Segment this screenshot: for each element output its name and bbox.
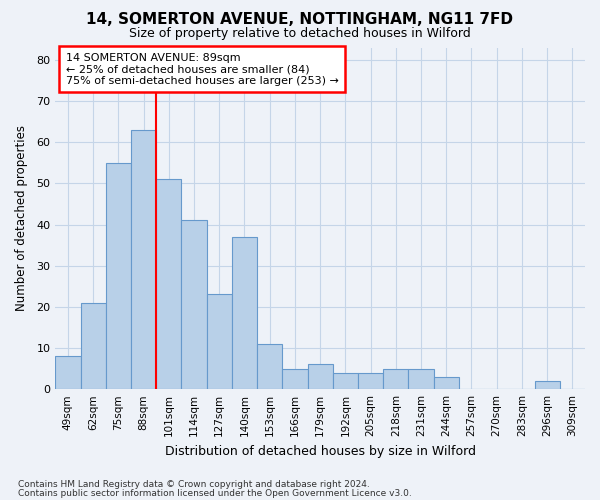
Text: Contains HM Land Registry data © Crown copyright and database right 2024.: Contains HM Land Registry data © Crown c… <box>18 480 370 489</box>
Bar <box>333 372 358 389</box>
Bar <box>383 368 409 389</box>
Bar <box>308 364 333 389</box>
Text: 14 SOMERTON AVENUE: 89sqm
← 25% of detached houses are smaller (84)
75% of semi-: 14 SOMERTON AVENUE: 89sqm ← 25% of detac… <box>66 52 339 86</box>
Text: 14, SOMERTON AVENUE, NOTTINGHAM, NG11 7FD: 14, SOMERTON AVENUE, NOTTINGHAM, NG11 7F… <box>86 12 514 28</box>
Bar <box>156 179 181 389</box>
Bar <box>409 368 434 389</box>
X-axis label: Distribution of detached houses by size in Wilford: Distribution of detached houses by size … <box>164 444 476 458</box>
Bar <box>80 302 106 389</box>
Y-axis label: Number of detached properties: Number of detached properties <box>15 126 28 312</box>
Bar <box>131 130 156 389</box>
Text: Contains public sector information licensed under the Open Government Licence v3: Contains public sector information licen… <box>18 488 412 498</box>
Bar <box>55 356 80 389</box>
Bar <box>232 237 257 389</box>
Bar <box>206 294 232 389</box>
Bar <box>106 163 131 389</box>
Bar <box>283 368 308 389</box>
Bar <box>434 377 459 389</box>
Text: Size of property relative to detached houses in Wilford: Size of property relative to detached ho… <box>129 28 471 40</box>
Bar <box>535 381 560 389</box>
Bar <box>181 220 206 389</box>
Bar <box>358 372 383 389</box>
Bar <box>257 344 283 389</box>
